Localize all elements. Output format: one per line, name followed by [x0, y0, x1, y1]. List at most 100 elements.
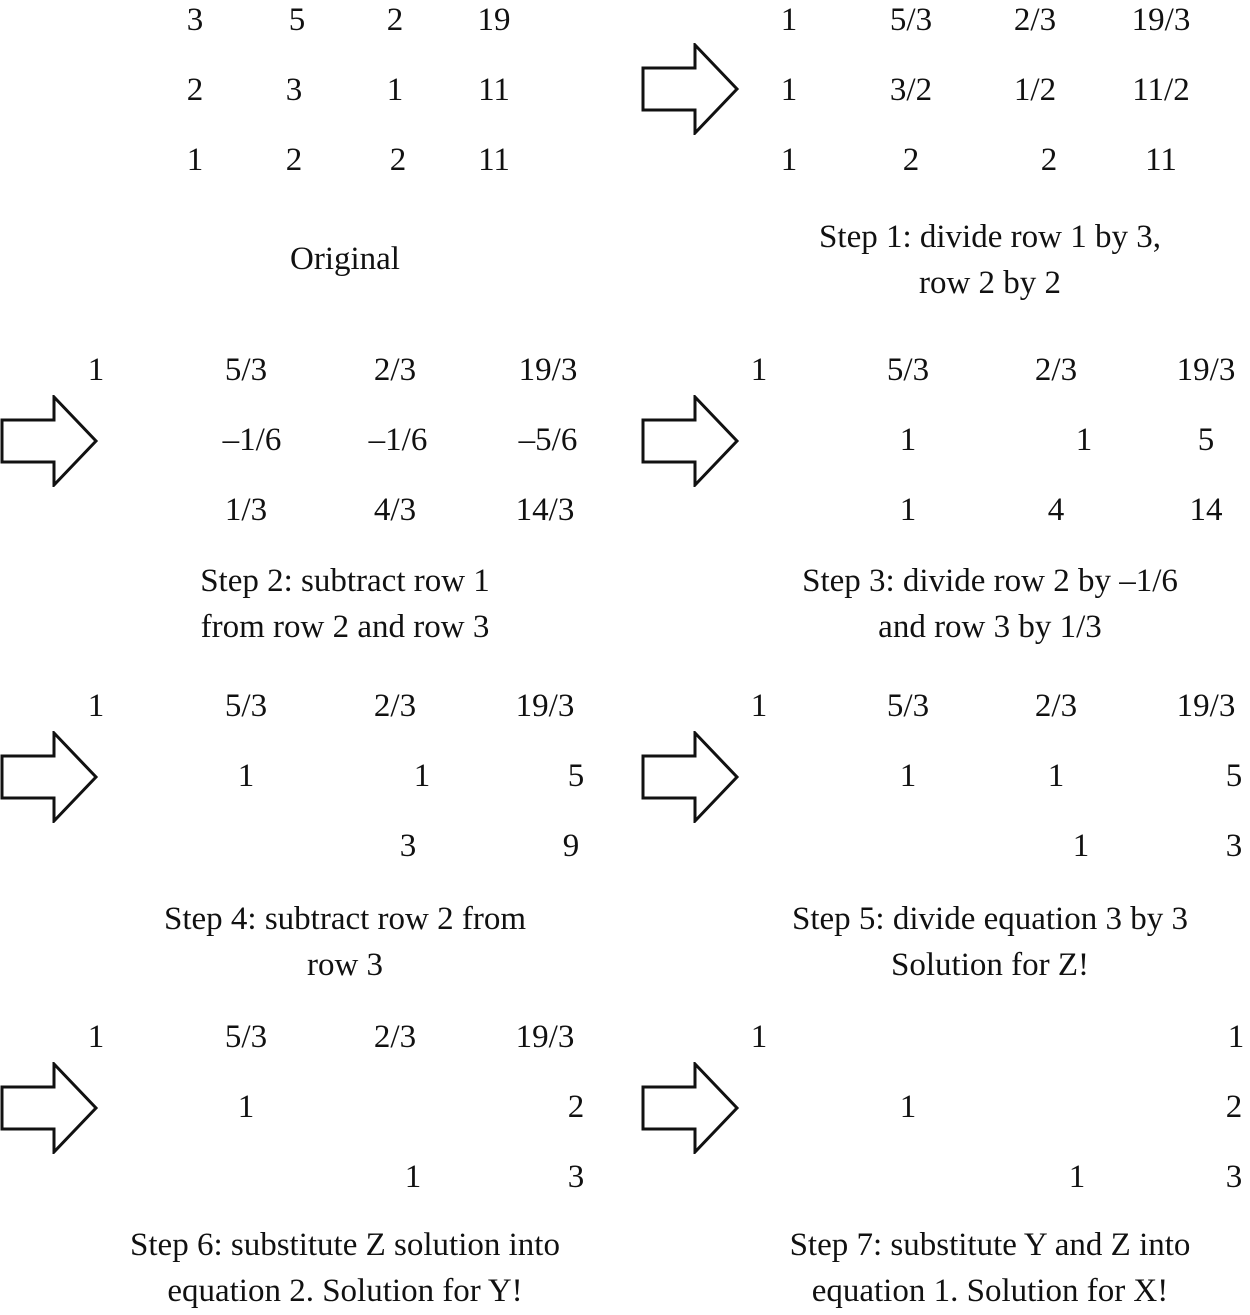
cell: 3/2	[889, 72, 933, 108]
cell: 14	[1189, 492, 1223, 528]
cell: 2	[389, 142, 407, 178]
cell: 2	[1225, 1089, 1243, 1125]
cell: 1	[237, 1089, 255, 1125]
cell: 11	[478, 142, 510, 178]
cell: 2/3	[373, 352, 417, 388]
cell: –1/6	[368, 422, 428, 458]
right-arrow-outline-icon	[0, 1062, 100, 1154]
cell: 2	[1040, 142, 1058, 178]
caption-line: equation 2. Solution for Y!	[167, 1273, 523, 1309]
cell: 3	[1225, 1159, 1243, 1195]
cell: 1	[87, 688, 105, 724]
cell: 5/3	[889, 2, 933, 38]
cell: 11/2	[1132, 72, 1190, 108]
cell: 3	[567, 1159, 585, 1195]
cell: 1	[237, 758, 255, 794]
cell: 9	[562, 828, 580, 864]
caption-step2: Step 2: subtract row 1 from row 2 and ro…	[40, 558, 650, 650]
caption-step6: Step 6: substitute Z solution into equat…	[40, 1222, 650, 1314]
cell: 1	[780, 142, 798, 178]
caption-line: Step 7: substitute Y and Z into	[789, 1227, 1191, 1263]
cell: 1	[386, 72, 404, 108]
cell: 1	[899, 758, 917, 794]
cell: 3	[1225, 828, 1243, 864]
cell: 4	[1047, 492, 1065, 528]
cell: 1	[899, 492, 917, 528]
caption-step1: Step 1: divide row 1 by 3, row 2 by 2	[690, 214, 1250, 306]
caption-line: Step 2: subtract row 1	[200, 563, 490, 599]
caption-step4: Step 4: subtract row 2 from row 3	[40, 896, 650, 988]
cell: 19/3	[515, 1019, 575, 1055]
cell: 5/3	[886, 352, 930, 388]
cell: 1	[780, 72, 798, 108]
caption-step7: Step 7: substitute Y and Z into equation…	[690, 1222, 1250, 1314]
cell: 5	[288, 2, 306, 38]
cell: 1/2	[1013, 72, 1057, 108]
cell: 19/3	[1131, 2, 1191, 38]
cell: 1	[750, 1019, 768, 1055]
caption-original: Original	[290, 241, 400, 277]
cell: 2	[902, 142, 920, 178]
cell: 3	[285, 72, 303, 108]
caption-step5: Step 5: divide equation 3 by 3 Solution …	[690, 896, 1250, 988]
caption-line: Step 3: divide row 2 by –1/6	[802, 563, 1178, 599]
right-arrow-outline-icon	[641, 1062, 741, 1154]
right-arrow-outline-icon	[641, 731, 741, 823]
cell: 1	[1068, 1159, 1086, 1195]
cell: 1	[899, 1089, 917, 1125]
cell: 19	[477, 2, 511, 38]
right-arrow-outline-icon	[641, 395, 741, 487]
cell: 14/3	[515, 492, 575, 528]
cell: 2/3	[373, 1019, 417, 1055]
cell: 19/3	[1176, 352, 1236, 388]
caption-line: Step 6: substitute Z solution into	[130, 1227, 560, 1263]
cell: 2/3	[1013, 2, 1057, 38]
right-arrow-outline-icon	[641, 43, 741, 135]
cell: 1	[87, 1019, 105, 1055]
caption-line: row 2 by 2	[918, 265, 1062, 301]
cell: 11	[1145, 142, 1177, 178]
cell: 19/3	[518, 352, 578, 388]
cell: 1	[1227, 1019, 1245, 1055]
caption-line: and row 3 by 1/3	[878, 609, 1102, 645]
caption-line: row 3	[306, 947, 384, 983]
cell: 3	[186, 2, 204, 38]
cell: 2/3	[373, 688, 417, 724]
cell: 5	[1225, 758, 1243, 794]
cell: 5/3	[224, 1019, 268, 1055]
cell: 5/3	[886, 688, 930, 724]
cell: 11	[478, 72, 510, 108]
cell: 2/3	[1034, 352, 1078, 388]
cell: 2	[285, 142, 303, 178]
right-arrow-outline-icon	[0, 395, 100, 487]
caption-step3: Step 3: divide row 2 by –1/6 and row 3 b…	[690, 558, 1250, 650]
cell: 19/3	[1176, 688, 1236, 724]
cell: 5	[1197, 422, 1215, 458]
cell: 1/3	[224, 492, 268, 528]
cell: 2	[386, 2, 404, 38]
cell: 1	[1072, 828, 1090, 864]
caption-line: Step 4: subtract row 2 from	[163, 901, 527, 937]
cell: 2/3	[1034, 688, 1078, 724]
cell: –1/6	[222, 422, 282, 458]
caption-line: Step 5: divide equation 3 by 3	[792, 901, 1188, 937]
cell: 1	[404, 1159, 422, 1195]
cell: 1	[87, 352, 105, 388]
caption-line: Step 1: divide row 1 by 3,	[819, 219, 1161, 255]
cell: 1	[186, 142, 204, 178]
caption-line: Solution for Z!	[891, 947, 1089, 983]
cell: 1	[1075, 422, 1093, 458]
cell: 5/3	[224, 352, 268, 388]
cell: –5/6	[518, 422, 578, 458]
cell: 3	[399, 828, 417, 864]
cell: 1	[1047, 758, 1065, 794]
cell: 5	[567, 758, 585, 794]
caption-line: from row 2 and row 3	[200, 609, 490, 645]
cell: 2	[567, 1089, 585, 1125]
cell: 19/3	[515, 688, 575, 724]
cell: 1	[750, 688, 768, 724]
cell: 2	[186, 72, 204, 108]
cell: 1	[750, 352, 768, 388]
cell: 1	[780, 2, 798, 38]
cell: 5/3	[224, 688, 268, 724]
